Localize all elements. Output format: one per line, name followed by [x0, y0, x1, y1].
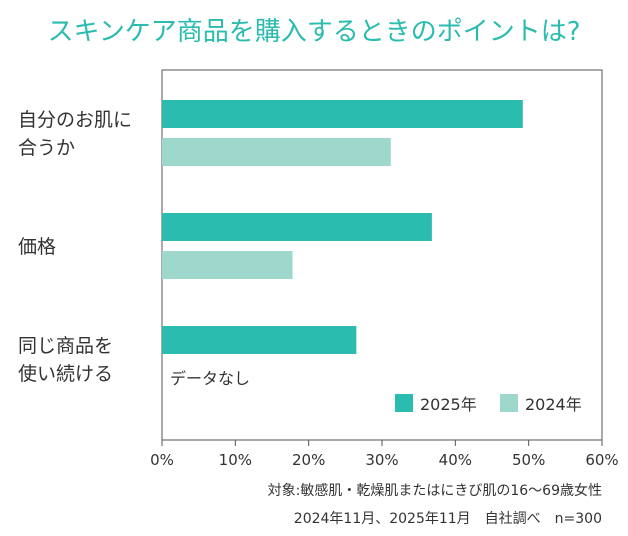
category-label: 自分のお肌に [18, 109, 132, 131]
x-tick-label: 10% [219, 451, 252, 469]
category-label: 合うか [18, 137, 75, 159]
bar [162, 100, 523, 128]
legend-label: 2025年 [420, 395, 477, 414]
category-label: 同じ商品を [18, 335, 113, 357]
category-label: 使い続ける [18, 363, 113, 385]
category-label: 価格 [18, 236, 56, 258]
x-tick-label: 30% [365, 451, 398, 469]
footnote-target: 対象:敏感肌・乾燥肌またはにきび肌の16〜69歳女性 [268, 482, 602, 499]
x-tick-label: 50% [512, 451, 545, 469]
bar [162, 326, 357, 354]
x-tick-label: 0% [150, 451, 174, 469]
bar [162, 213, 432, 241]
footnote-source: 2024年11月、2025年11月 自社調べ n=300 [294, 511, 602, 527]
missing-data-label: データなし [170, 369, 250, 388]
chart-title: スキンケア商品を購入するときのポイントは? [47, 17, 580, 47]
legend-swatch [395, 394, 413, 412]
bar [162, 251, 293, 279]
bar [162, 138, 391, 166]
legend-swatch [500, 394, 518, 412]
x-tick-label: 20% [292, 451, 325, 469]
x-tick-label: 60% [585, 451, 618, 469]
legend-label: 2024年 [525, 395, 582, 414]
x-tick-label: 40% [439, 451, 472, 469]
